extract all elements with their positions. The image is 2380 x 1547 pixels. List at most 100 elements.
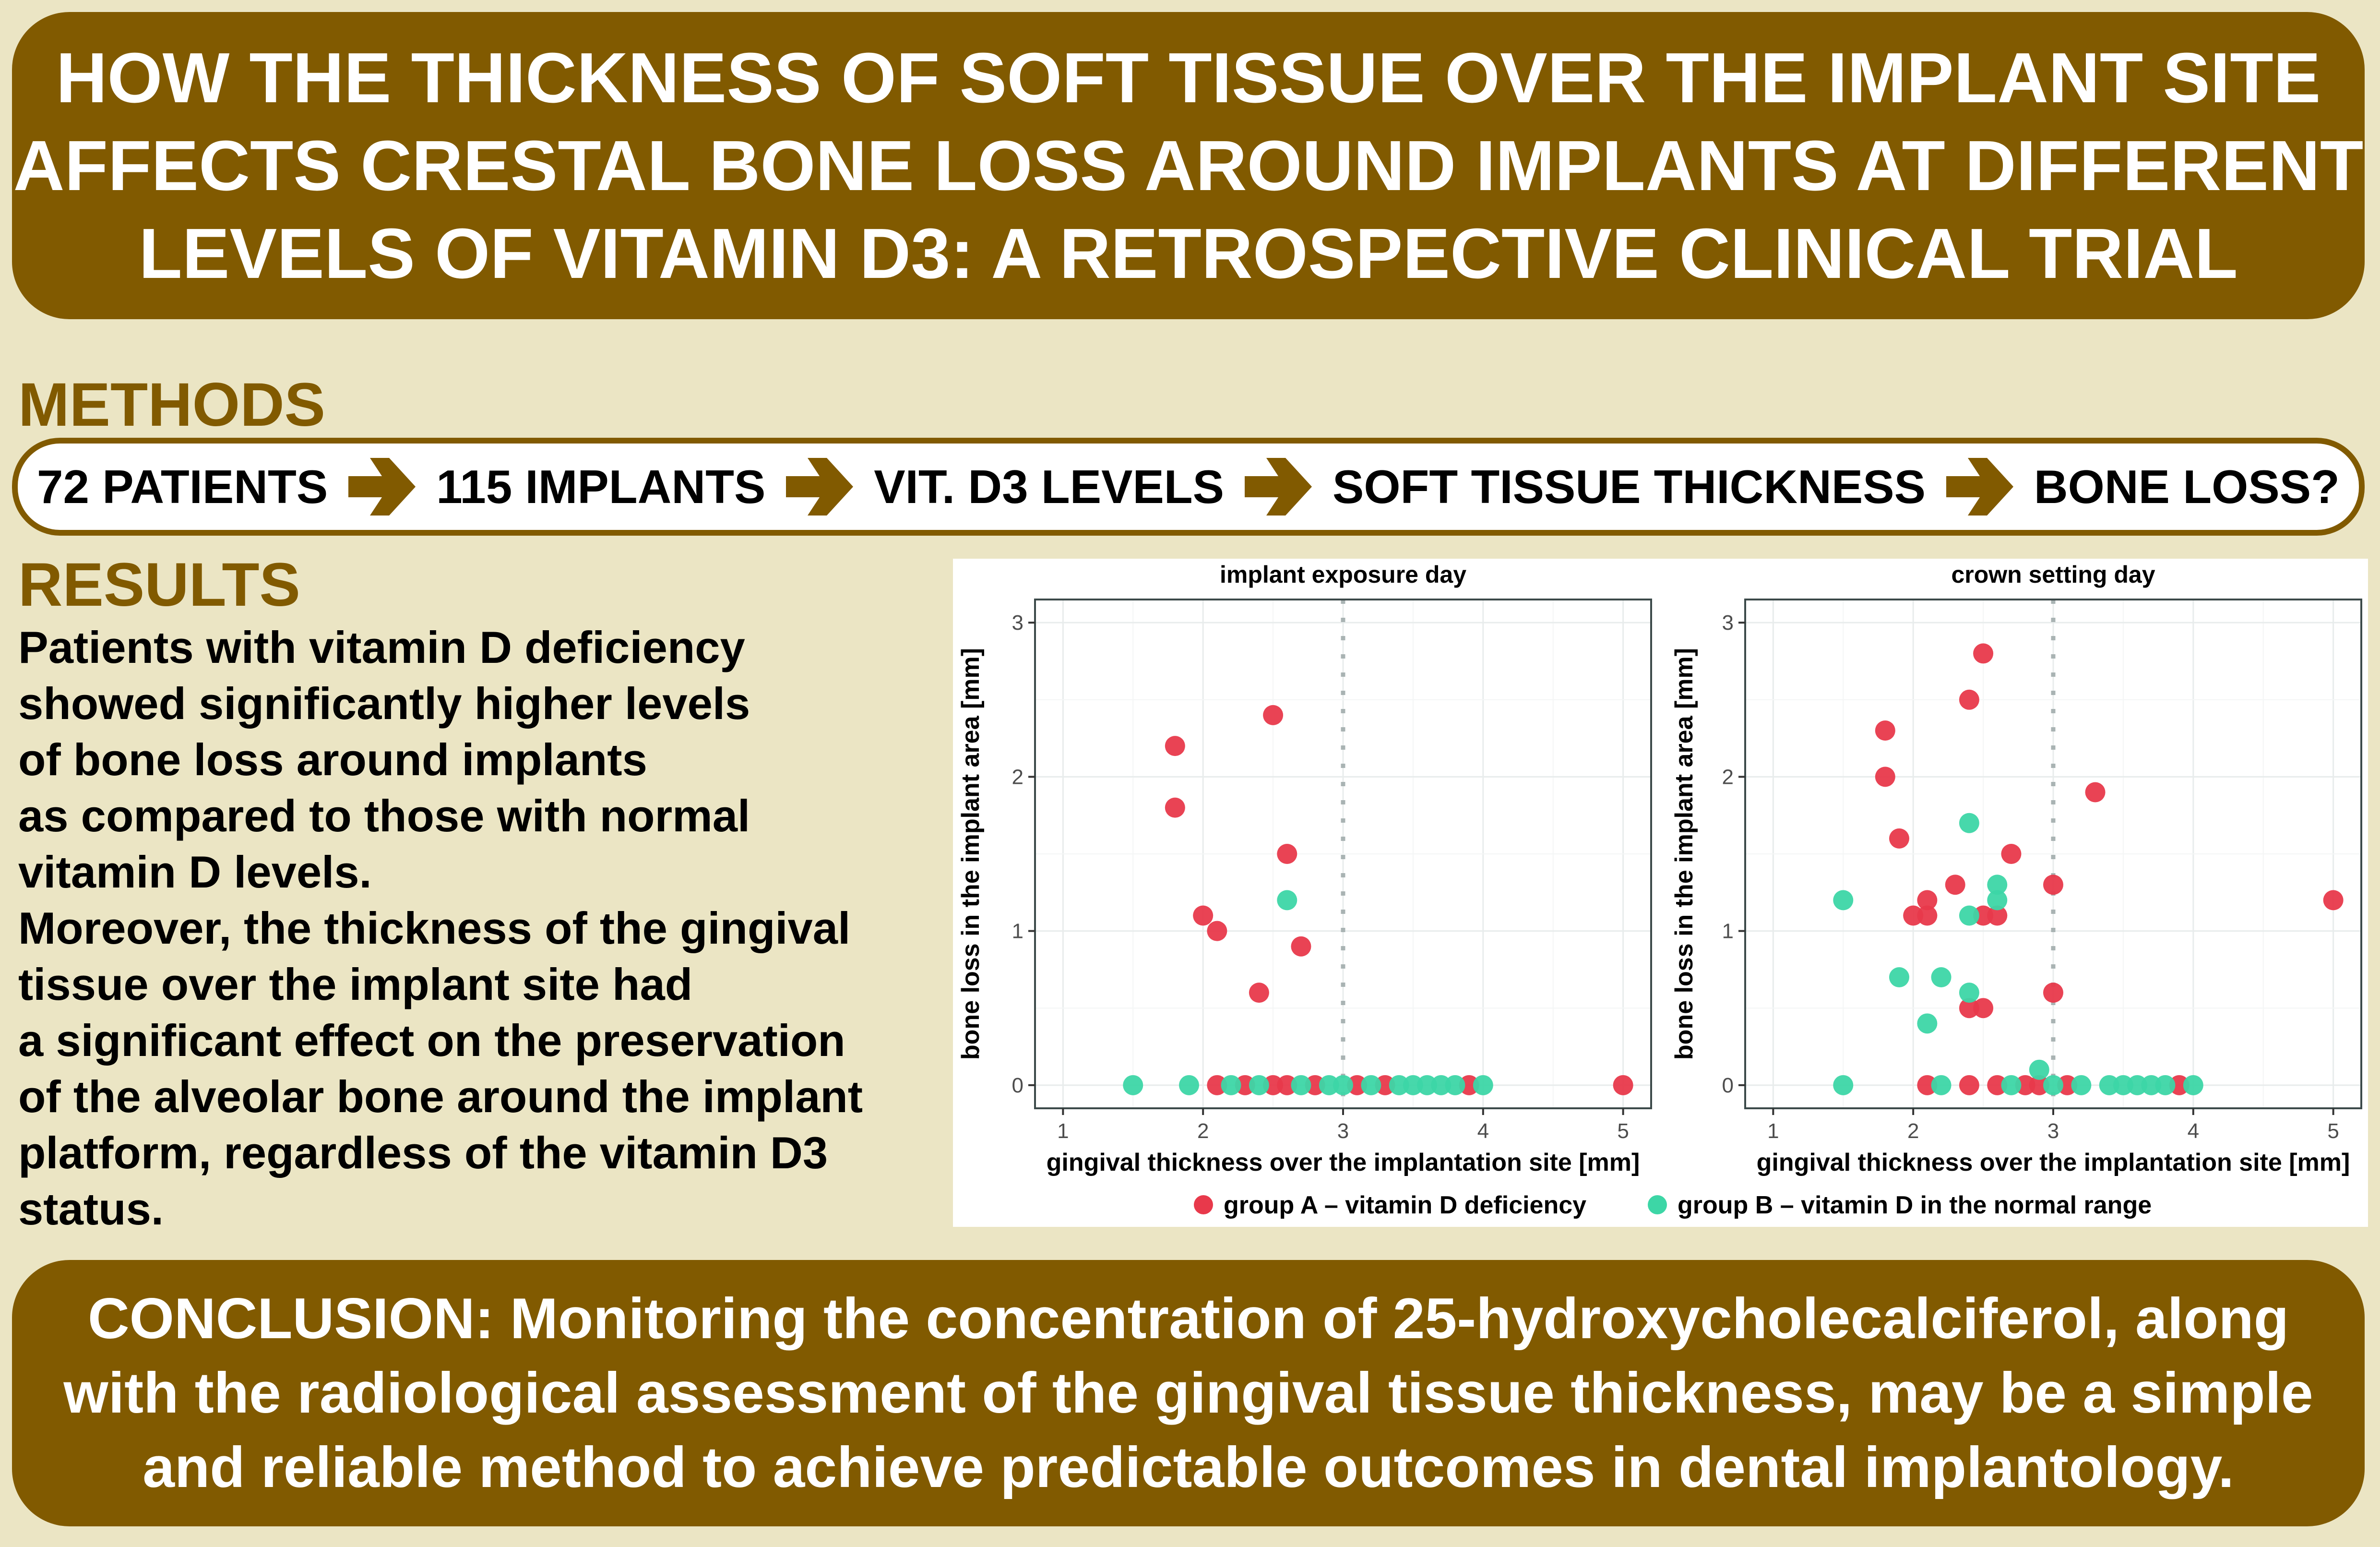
y-tick-label: 0 bbox=[1012, 1074, 1023, 1097]
y-tick-label: 3 bbox=[1012, 611, 1023, 635]
y-tick-label: 1 bbox=[1722, 920, 1734, 943]
chart-2: crown setting day 1 2 3 4 5 0 1 2 3 gingival thick… bbox=[1670, 561, 2362, 1176]
point-group-a bbox=[1875, 720, 1895, 741]
point-group-a bbox=[2015, 1075, 2035, 1095]
point-group-a bbox=[1263, 705, 1284, 725]
legend-marker-group-a bbox=[1194, 1195, 1213, 1214]
y-axis-label: bone loss in the implant area [mm] bbox=[1670, 648, 1698, 1060]
point-group-a bbox=[1903, 905, 1924, 926]
point-group-a bbox=[1165, 797, 1185, 818]
x-tick-label: 5 bbox=[1617, 1119, 1629, 1143]
point-group-a bbox=[2029, 1075, 2049, 1095]
point-group-b bbox=[1917, 1013, 1938, 1034]
point-group-b bbox=[2029, 1059, 2049, 1080]
methods-heading: METHODS bbox=[18, 371, 325, 439]
point-group-b bbox=[2071, 1075, 2092, 1095]
point-group-a bbox=[2085, 782, 2106, 803]
point-group-a bbox=[1987, 905, 2008, 926]
x-tick-label: 3 bbox=[2047, 1119, 2059, 1143]
point-group-b bbox=[1931, 967, 1952, 987]
point-group-a bbox=[1459, 1075, 1479, 1095]
results-line: status. bbox=[18, 1184, 164, 1234]
y-tick-label: 2 bbox=[1012, 765, 1023, 789]
legend-label: group B – vitamin D in the normal range bbox=[1678, 1191, 2152, 1219]
point-group-a bbox=[1959, 998, 1979, 1019]
point-group-a bbox=[1917, 905, 1938, 926]
point-group-a bbox=[1235, 1075, 1255, 1095]
point-group-b bbox=[2001, 1075, 2022, 1095]
x-axis-label: gingival thickness over the implantation… bbox=[1757, 1149, 2350, 1176]
chart-1: implant exposure day 1 2 3 4 5 0 1 2 3 gingival th… bbox=[957, 561, 1652, 1176]
point-group-a bbox=[2001, 844, 2022, 864]
results-line: a significant effect on the preservation bbox=[18, 1015, 845, 1066]
point-group-a bbox=[1193, 905, 1214, 926]
point-group-a bbox=[1959, 689, 1979, 710]
point-group-b bbox=[1277, 890, 1297, 911]
x-tick-label: 3 bbox=[1337, 1119, 1349, 1143]
point-group-b bbox=[1473, 1075, 1493, 1095]
x-tick-label: 1 bbox=[1057, 1119, 1069, 1143]
x-tick-label: 5 bbox=[2327, 1119, 2339, 1143]
results-text: Patients with vitamin D deficiency showe… bbox=[18, 619, 944, 1237]
point-group-b bbox=[2127, 1075, 2148, 1095]
point-group-b bbox=[1431, 1075, 1452, 1095]
results-line: as compared to those with normal bbox=[18, 791, 750, 841]
point-group-a bbox=[1277, 844, 1297, 864]
point-group-b bbox=[2141, 1075, 2162, 1095]
point-group-b bbox=[1417, 1075, 1438, 1095]
point-group-b bbox=[1931, 1075, 1952, 1095]
results-line: of bone loss around implants bbox=[18, 734, 647, 785]
point-group-b bbox=[1959, 983, 1979, 1003]
point-group-a bbox=[1987, 1075, 2008, 1095]
results-line: platform, regardless of the vitamin D3 bbox=[18, 1127, 828, 1178]
point-group-a bbox=[2169, 1075, 2190, 1095]
title-banner: HOW THE THICKNESS OF SOFT TISSUE OVER TH… bbox=[12, 12, 2365, 319]
legend-label: group A – vitamin D deficiency bbox=[1224, 1191, 1586, 1219]
x-tick-label: 2 bbox=[1907, 1119, 1919, 1143]
y-tick-label: 1 bbox=[1012, 920, 1023, 943]
point-group-a bbox=[1375, 1075, 1395, 1095]
results-line: Patients with vitamin D deficiency bbox=[18, 622, 745, 672]
point-group-b bbox=[1249, 1075, 1269, 1095]
arrow-right-icon bbox=[348, 458, 416, 516]
point-group-b bbox=[1833, 890, 1854, 911]
results-line: showed significantly higher levels bbox=[18, 678, 750, 729]
arrow-right-icon bbox=[1946, 458, 2013, 516]
point-group-a bbox=[1889, 828, 1909, 849]
point-group-b bbox=[1221, 1075, 1241, 1095]
point-group-b bbox=[2113, 1075, 2133, 1095]
conclusion-line: and reliable method to achieve predictab… bbox=[143, 1435, 2234, 1499]
y-tick-label: 0 bbox=[1722, 1074, 1734, 1097]
results-line: Moreover, the thickness of the gingival bbox=[18, 903, 851, 953]
point-group-b bbox=[1319, 1075, 1339, 1095]
chart-title: implant exposure day bbox=[1220, 561, 1466, 588]
x-tick-label: 4 bbox=[1477, 1119, 1489, 1143]
point-group-a bbox=[1973, 998, 1994, 1019]
point-group-a bbox=[1291, 936, 1311, 957]
point-group-a bbox=[1613, 1075, 1633, 1095]
point-group-a bbox=[2323, 890, 2344, 911]
point-group-b bbox=[1291, 1075, 1311, 1095]
results-heading: RESULTS bbox=[18, 551, 300, 619]
point-group-a bbox=[2043, 983, 2063, 1003]
chart-title: crown setting day bbox=[1951, 561, 2155, 588]
method-step: 115 IMPLANTS bbox=[436, 460, 766, 513]
arrow-right-icon bbox=[786, 458, 854, 516]
point-group-b bbox=[2183, 1075, 2203, 1095]
legend: group A – vitamin D deficiency group B – … bbox=[1194, 1191, 2152, 1219]
x-tick-label: 2 bbox=[1197, 1119, 1209, 1143]
point-group-b bbox=[1445, 1075, 1465, 1095]
point-group-b bbox=[1361, 1075, 1381, 1095]
method-step: 72 PATIENTS bbox=[37, 460, 328, 513]
results-line: tissue over the implant site had bbox=[18, 959, 693, 1009]
point-group-b bbox=[1959, 813, 1979, 833]
legend-marker-group-b bbox=[1648, 1195, 1667, 1214]
point-group-b bbox=[2155, 1075, 2176, 1095]
arrow-right-icon bbox=[1245, 458, 1312, 516]
method-step: BONE LOSS? bbox=[2034, 460, 2340, 513]
point-group-a bbox=[1165, 736, 1185, 756]
point-group-a bbox=[1973, 643, 1994, 664]
conclusion-line: CONCLUSION: Monitoring the concentration… bbox=[87, 1286, 2289, 1351]
title-line: HOW THE THICKNESS OF SOFT TISSUE OVER TH… bbox=[56, 38, 2321, 118]
y-tick-label: 3 bbox=[1722, 611, 1734, 635]
